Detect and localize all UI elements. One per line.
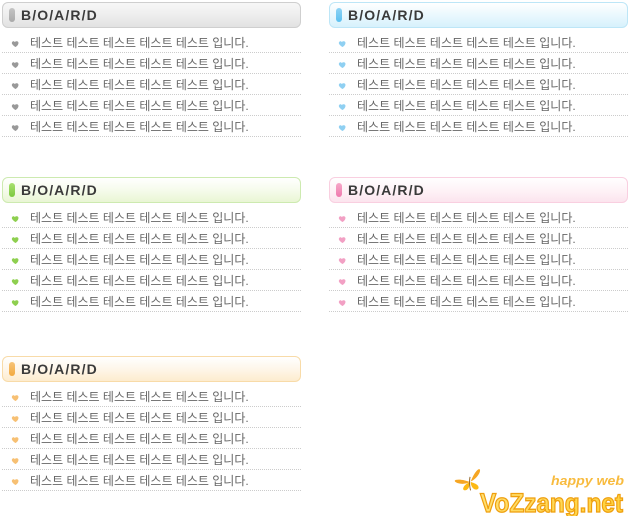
svg-text:VoZzang.net: VoZzang.net [480, 488, 623, 516]
svg-text:happy web: happy web [551, 473, 624, 488]
